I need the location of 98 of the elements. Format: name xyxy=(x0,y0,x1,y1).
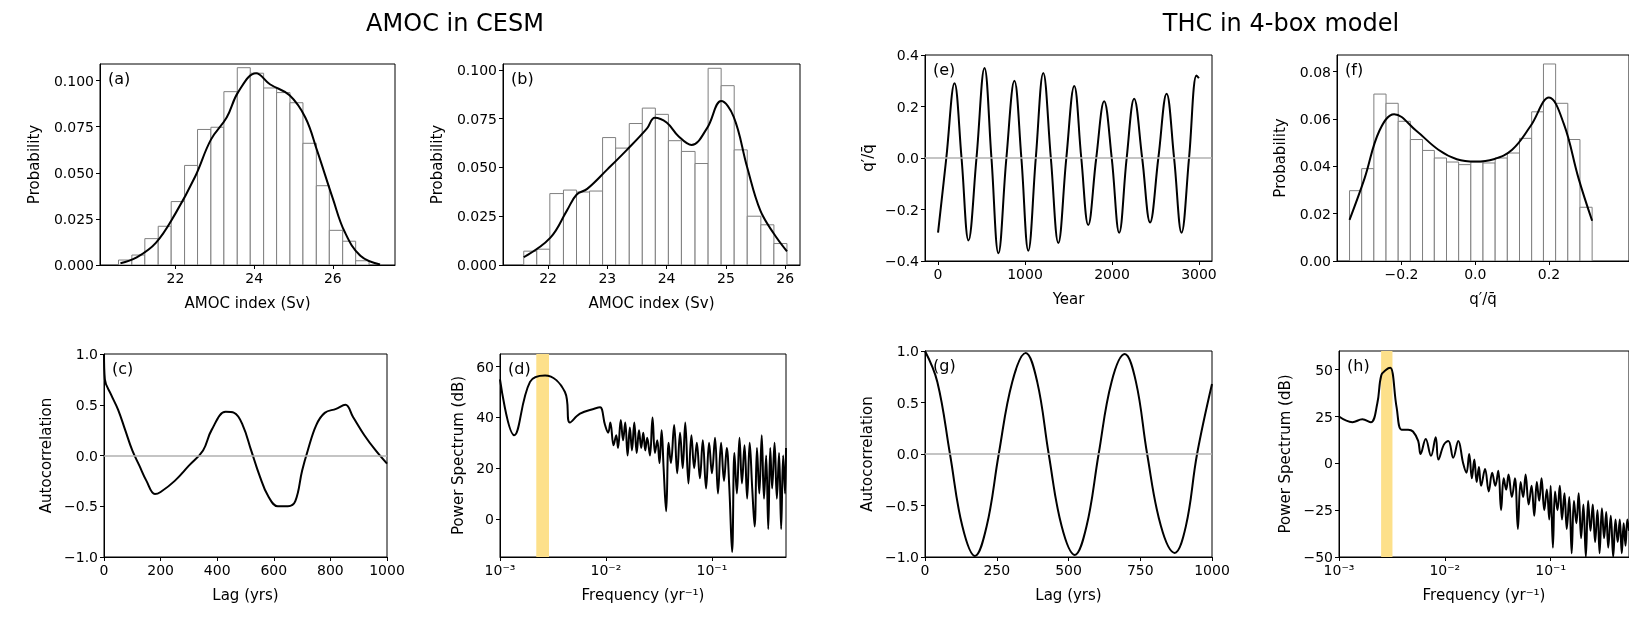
y-tick-label: 40 xyxy=(476,409,494,426)
text: AMOC in CESM xyxy=(366,9,544,37)
annotation: (b) xyxy=(511,68,534,88)
annotation: (a) xyxy=(108,68,131,88)
y-tick-label: 0.100 xyxy=(53,72,94,89)
y-tick-label: 0.08 xyxy=(1299,63,1331,80)
y-axis-title: Probability xyxy=(24,124,43,205)
y-tick-label: 0 xyxy=(1324,455,1333,472)
y-tick-label: −0.4 xyxy=(885,253,920,269)
x-tick-label: −0.2 xyxy=(1384,266,1419,282)
y-axis-title: Probability xyxy=(1270,118,1289,198)
x-tick-label: 1000 xyxy=(369,562,405,578)
y-tick-label: 60 xyxy=(476,358,494,375)
x-tick-label: 22 xyxy=(166,270,185,286)
annotation: (c) xyxy=(112,358,134,378)
x-axis-title: Frequency (yr⁻¹) xyxy=(1422,585,1546,604)
y-tick-label: −50 xyxy=(1303,549,1333,565)
y-tick-label: −0.5 xyxy=(885,497,919,514)
x-tick-label: 10⁻² xyxy=(1429,562,1461,578)
y-tick-label: 1.0 xyxy=(896,343,919,359)
x-tick-label: 0.2 xyxy=(1537,266,1561,282)
x-tick-label: 800 xyxy=(317,562,344,578)
x-axis-title: AMOC index (Sv) xyxy=(588,293,715,312)
x-tick-label: 200 xyxy=(147,562,174,578)
x-axis-title: AMOC index (Sv) xyxy=(184,293,311,312)
x-axis-title: Lag (yrs) xyxy=(1035,585,1102,604)
x-tick-label: 22 xyxy=(539,270,557,286)
x-tick-label: 750 xyxy=(1126,562,1154,578)
x-tick-label: 26 xyxy=(323,270,342,286)
y-tick-label: −0.2 xyxy=(885,201,919,218)
y-tick-label: 0.0 xyxy=(896,150,919,166)
x-tick-label: 10⁻¹ xyxy=(696,562,728,578)
x-tick-label: 0 xyxy=(933,266,943,282)
y-axis-title: q′/q̄ xyxy=(858,144,877,172)
y-tick-label: 0.04 xyxy=(1299,158,1332,175)
y-tick-label: 0.4 xyxy=(896,47,920,63)
x-tick-label: 0 xyxy=(99,562,109,578)
x-tick-label: 400 xyxy=(203,562,231,578)
x-tick-label: 25 xyxy=(716,270,735,286)
y-tick-label: 0.00 xyxy=(1299,253,1331,269)
y-tick-label: 0.050 xyxy=(53,164,94,181)
y-axis-title: Power Spectrum (dB) xyxy=(448,375,467,536)
x-axis-title: Frequency (yr⁻¹) xyxy=(581,585,705,604)
y-tick-label: 0.025 xyxy=(53,210,94,227)
y-tick-label: 0.0 xyxy=(896,446,919,462)
y-tick-label: 0.0 xyxy=(75,447,98,464)
x-axis-title: q′/q̄ xyxy=(1469,289,1497,308)
y-axis-title: Power Spectrum (dB) xyxy=(1276,374,1295,534)
x-tick-label: 3000 xyxy=(1181,266,1217,282)
x-axis-title: Year xyxy=(1051,289,1086,308)
y-tick-label: 25 xyxy=(1315,408,1333,425)
y-tick-label: 0.100 xyxy=(456,61,497,78)
text: THC in 4-box model xyxy=(1161,9,1400,37)
y-tick-label: 0.5 xyxy=(75,396,98,413)
y-tick-label: −25 xyxy=(1303,502,1333,519)
y-tick-label: 50 xyxy=(1315,361,1333,378)
y-tick-label: −1.0 xyxy=(64,549,98,565)
x-axis-title: Lag (yrs) xyxy=(212,585,279,604)
line-series xyxy=(1348,96,1594,222)
x-tick-label: 10⁻² xyxy=(590,562,622,578)
y-tick-label: 20 xyxy=(476,460,494,477)
y-tick-label: −0.5 xyxy=(64,498,98,515)
x-tick-label: 0.0 xyxy=(1464,266,1487,282)
annotation: (d) xyxy=(508,358,531,378)
y-axis-title: Autocorrelation xyxy=(36,397,55,514)
x-tick-label: 24 xyxy=(245,270,264,286)
y-tick-label: 0.000 xyxy=(456,257,497,273)
x-tick-label: 24 xyxy=(657,270,676,286)
x-tick-label: 10⁻³ xyxy=(1323,562,1355,578)
y-tick-label: 0.02 xyxy=(1299,205,1331,222)
y-tick-label: 0.025 xyxy=(456,208,497,225)
x-tick-label: 10⁻³ xyxy=(484,562,516,578)
x-tick-label: 500 xyxy=(1055,562,1082,578)
y-tick-label: 1.0 xyxy=(75,346,98,362)
y-tick-label: 0.2 xyxy=(896,98,919,115)
y-tick-label: 0.075 xyxy=(456,110,497,127)
x-tick-label: 2000 xyxy=(1094,266,1130,282)
x-tick-label: 250 xyxy=(983,562,1011,578)
x-tick-label: 1000 xyxy=(1194,562,1230,578)
annotation: (h) xyxy=(1347,355,1370,375)
x-tick-label: 1000 xyxy=(1007,266,1043,282)
y-tick-label: 0.050 xyxy=(456,159,497,176)
x-tick-label: 600 xyxy=(260,562,288,578)
y-tick-label: 0.5 xyxy=(896,394,919,411)
x-tick-label: 0 xyxy=(920,562,930,578)
y-tick-label: 0.075 xyxy=(53,118,94,135)
x-tick-label: 10⁻¹ xyxy=(1535,562,1567,578)
annotation: (e) xyxy=(933,59,956,79)
x-tick-label: 26 xyxy=(776,270,795,286)
y-tick-label: 0.06 xyxy=(1299,110,1332,127)
y-axis-title: Autocorrelation xyxy=(857,396,876,512)
y-axis-title: Probability xyxy=(427,124,446,205)
y-tick-label: −1.0 xyxy=(885,549,919,565)
y-tick-label: 0.000 xyxy=(53,257,94,273)
annotation: (g) xyxy=(933,355,956,375)
x-tick-label: 23 xyxy=(598,270,617,286)
annotation: (f) xyxy=(1345,59,1364,79)
y-tick-label: 0 xyxy=(485,510,494,527)
